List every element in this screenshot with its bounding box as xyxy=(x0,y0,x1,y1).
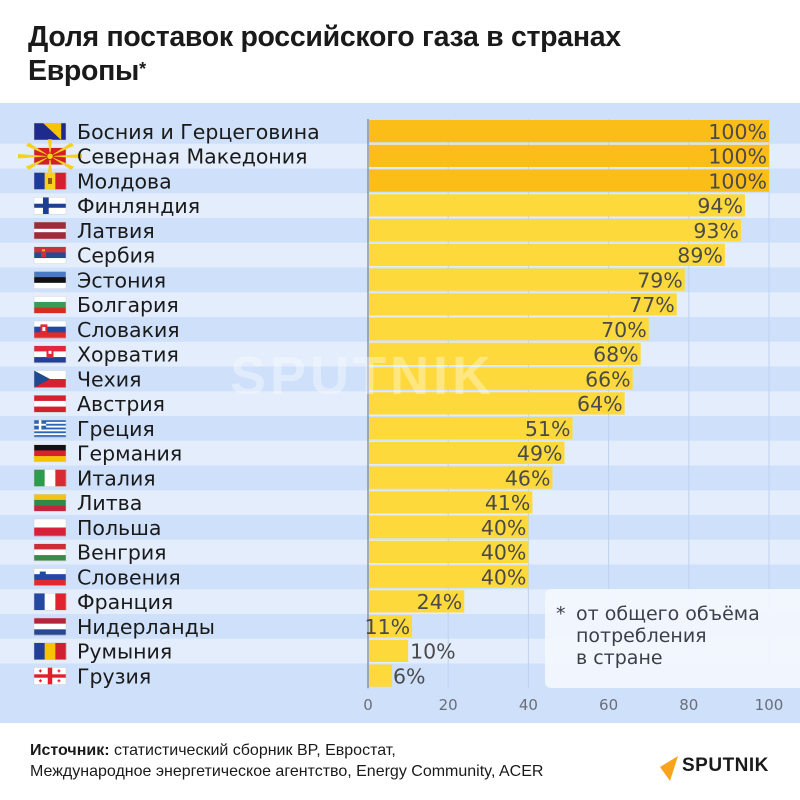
value-label: 100% xyxy=(708,169,767,193)
bar xyxy=(369,219,741,241)
footnote-line-1: от общего объёма xyxy=(576,603,760,625)
value-label: 68% xyxy=(593,343,639,367)
source-label: Источник: xyxy=(30,742,110,759)
country-label: Болгария xyxy=(77,293,179,317)
slovakia-flag-icon xyxy=(34,321,66,338)
netherlands-flag-icon xyxy=(34,618,66,635)
value-label: 66% xyxy=(585,367,631,391)
serbia-flag-icon xyxy=(34,247,66,264)
bar xyxy=(369,640,408,662)
x-tick-label: 40 xyxy=(519,696,538,714)
value-label: 79% xyxy=(637,268,683,292)
austria-flag-icon xyxy=(34,395,66,412)
poland-flag-icon xyxy=(34,519,66,536)
value-label: 100% xyxy=(708,145,767,169)
country-label: Эстония xyxy=(77,268,166,292)
country-label: Молдова xyxy=(77,169,172,193)
country-label: Чехия xyxy=(77,367,141,391)
country-label: Словакия xyxy=(77,318,180,342)
france-flag-icon xyxy=(34,593,66,610)
country-label: Румыния xyxy=(77,640,172,664)
value-label: 40% xyxy=(481,516,527,540)
footnote-line-3: в стране xyxy=(556,647,760,669)
country-label: Словения xyxy=(77,565,181,589)
x-tick-label: 20 xyxy=(439,696,458,714)
georgia-flag-icon xyxy=(34,668,66,685)
x-tick-label: 80 xyxy=(679,696,698,714)
romania-flag-icon xyxy=(34,643,66,660)
country-label: Венгрия xyxy=(77,541,167,565)
bosnia-flag-icon xyxy=(34,123,66,140)
hungary-flag-icon xyxy=(34,544,66,561)
country-label: Босния и Герцеговина xyxy=(77,120,320,144)
moldova-flag-icon xyxy=(34,173,66,190)
footnote-star: * xyxy=(556,603,576,625)
bar xyxy=(369,194,745,216)
value-label: 40% xyxy=(481,541,527,565)
latvia-flag-icon xyxy=(34,222,66,239)
value-label: 64% xyxy=(577,392,623,416)
croatia-flag-icon xyxy=(34,346,66,363)
source-line-2: Международное энергетическое агентство, … xyxy=(30,763,543,780)
country-label: Италия xyxy=(77,466,156,490)
value-label: 70% xyxy=(601,318,647,342)
slovenia-flag-icon xyxy=(34,569,66,586)
germany-flag-icon xyxy=(34,445,66,462)
value-label: 10% xyxy=(410,640,456,664)
value-label: 40% xyxy=(481,565,527,589)
value-label: 89% xyxy=(677,244,723,268)
italy-flag-icon xyxy=(34,470,66,487)
country-label: Литва xyxy=(77,491,142,515)
north-macedonia-flag-icon xyxy=(18,139,82,173)
country-label: Хорватия xyxy=(77,343,179,367)
value-label: 77% xyxy=(629,293,675,317)
value-label: 11% xyxy=(365,615,411,639)
value-label: 41% xyxy=(485,491,531,515)
country-label: Латвия xyxy=(77,219,155,243)
greece-flag-icon xyxy=(34,420,66,437)
value-label: 51% xyxy=(525,417,571,441)
country-label: Северная Македония xyxy=(77,145,307,169)
value-label: 93% xyxy=(693,219,739,243)
country-label: Франция xyxy=(77,590,173,614)
value-label: 49% xyxy=(517,442,563,466)
czechia-flag-icon xyxy=(34,371,66,388)
country-label: Германия xyxy=(77,442,182,466)
footnote-line-2: потребления xyxy=(556,625,760,647)
footnote: * от общего объёма потребления в стране xyxy=(556,603,760,669)
value-label: 100% xyxy=(708,120,767,144)
bulgaria-flag-icon xyxy=(34,296,66,313)
value-label: 94% xyxy=(697,194,743,218)
finland-flag-icon xyxy=(34,197,66,214)
country-label: Греция xyxy=(77,417,155,441)
bar xyxy=(369,244,725,266)
source-line-1: статистический сборник BP, Евростат, xyxy=(110,742,396,759)
x-tick-label: 60 xyxy=(599,696,618,714)
value-label: 6% xyxy=(393,664,426,688)
x-tick-label: 100 xyxy=(755,696,784,714)
estonia-flag-icon xyxy=(34,272,66,289)
x-tick-label: 0 xyxy=(363,696,373,714)
country-label: Польша xyxy=(77,516,161,540)
country-label: Сербия xyxy=(77,244,155,268)
source-note: Источник: статистический сборник BP, Евр… xyxy=(30,740,543,782)
sputnik-logo-text: SPUTNIK xyxy=(682,755,769,777)
value-label: 46% xyxy=(505,466,551,490)
country-label: Грузия xyxy=(77,664,151,688)
country-label: Нидерланды xyxy=(77,615,215,639)
bar xyxy=(369,665,392,687)
country-label: Австрия xyxy=(77,392,165,416)
lithuania-flag-icon xyxy=(34,494,66,511)
value-label: 24% xyxy=(417,590,463,614)
country-label: Финляндия xyxy=(77,194,200,218)
